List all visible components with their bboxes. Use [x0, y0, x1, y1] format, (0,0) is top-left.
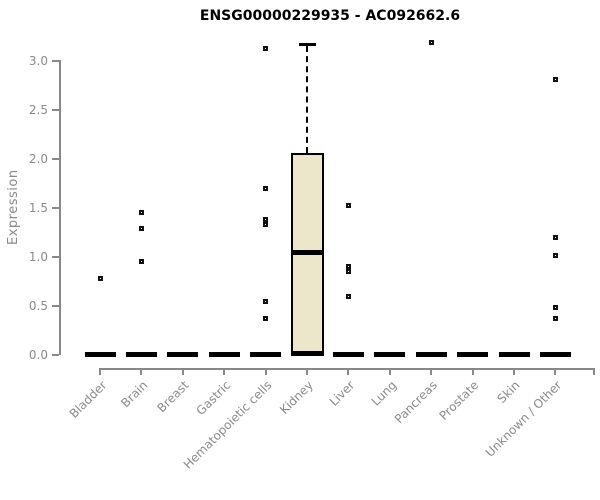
x-tick-label-0: Bladder — [66, 378, 109, 421]
x-tick-label-11: Unknown / Other — [482, 378, 565, 460]
chart-title: ENSG00000229935 - AC092662.6 — [199, 8, 461, 24]
y-tick-mark — [52, 157, 59, 160]
x-tick-mark — [223, 368, 226, 375]
outlier-point — [552, 304, 558, 310]
outlier-point — [263, 216, 269, 222]
x-tick-mark — [554, 368, 557, 375]
outlier-point — [345, 203, 351, 209]
outlier-point — [263, 299, 269, 305]
x-tick-label-2: Breast — [154, 378, 192, 416]
y-tick-mark — [52, 255, 59, 258]
x-tick-mark — [471, 368, 474, 375]
boxplot-flat-box — [84, 352, 116, 357]
boxplot-flat-box — [208, 352, 240, 357]
x-tick-mark — [181, 368, 184, 375]
x-tick-mark — [430, 368, 433, 375]
outlier-point — [263, 186, 269, 192]
outlier-point — [552, 76, 558, 82]
x-tick-label-9: Prostate — [436, 378, 482, 423]
x-tick-mark — [99, 368, 101, 375]
x-tick-mark — [388, 368, 391, 375]
x-tick-label-6: Liver — [326, 378, 358, 409]
outlier-point — [138, 225, 144, 231]
x-tick-label-3: Gastric — [193, 378, 234, 418]
whisker-cap — [298, 42, 316, 46]
outlier-point — [263, 221, 269, 227]
median-line — [290, 250, 324, 256]
outlier-point — [552, 253, 558, 259]
outlier-point — [345, 294, 351, 300]
x-tick-label-10: Skin — [495, 378, 523, 406]
outlier-point — [345, 263, 351, 269]
x-tick-mark — [306, 368, 308, 375]
x-tick-mark — [347, 368, 350, 375]
y-tick-label: 0.5 — [28, 298, 48, 313]
y-tick-label: 2.5 — [28, 102, 48, 117]
boxplot-flat-box — [167, 352, 199, 357]
boxplot-flat-box — [498, 352, 530, 357]
outlier-point — [345, 268, 351, 274]
x-tick-label-8: Pancreas — [392, 378, 441, 427]
boxplot-flat-box — [250, 352, 282, 357]
outlier-point — [552, 315, 558, 321]
outlier-point — [138, 258, 144, 264]
y-tick-mark — [52, 353, 59, 356]
outlier-point — [428, 40, 434, 46]
y-axis-line — [59, 60, 61, 355]
outlier-point — [138, 209, 144, 215]
box-lower-edge — [290, 350, 324, 356]
y-tick-mark — [52, 206, 59, 209]
outlier-point — [97, 275, 103, 281]
boxplot-flat-box — [125, 352, 157, 357]
boxplot-flat-box — [332, 352, 364, 357]
y-tick-label: 1.5 — [28, 200, 48, 215]
x-tick-label-5: Kidney — [277, 378, 316, 417]
y-tick-label: 0.0 — [28, 347, 48, 362]
outlier-point — [263, 46, 269, 52]
y-tick-mark — [52, 304, 59, 307]
y-tick-label: 1.0 — [28, 249, 48, 264]
boxplot-flat-box — [457, 352, 489, 357]
x-axis-end-tick — [593, 368, 595, 375]
y-tick-label: 3.0 — [28, 53, 48, 68]
y-tick-label: 2.0 — [28, 151, 48, 166]
upper-whisker — [306, 45, 308, 153]
outlier-point — [552, 235, 558, 241]
boxplot-flat-box — [374, 352, 406, 357]
x-tick-label-7: Lung — [368, 378, 399, 409]
y-tick-mark — [52, 108, 59, 111]
x-tick-label-1: Brain — [118, 378, 151, 411]
boxplot-flat-box — [539, 352, 571, 357]
x-axis-line — [99, 368, 594, 370]
outlier-point — [263, 315, 269, 321]
y-axis-title: Expression — [6, 169, 21, 246]
x-tick-mark — [140, 368, 143, 375]
x-tick-mark — [513, 368, 515, 375]
y-tick-mark — [52, 59, 59, 62]
boxplot-flat-box — [415, 352, 447, 357]
x-tick-mark — [264, 368, 267, 375]
